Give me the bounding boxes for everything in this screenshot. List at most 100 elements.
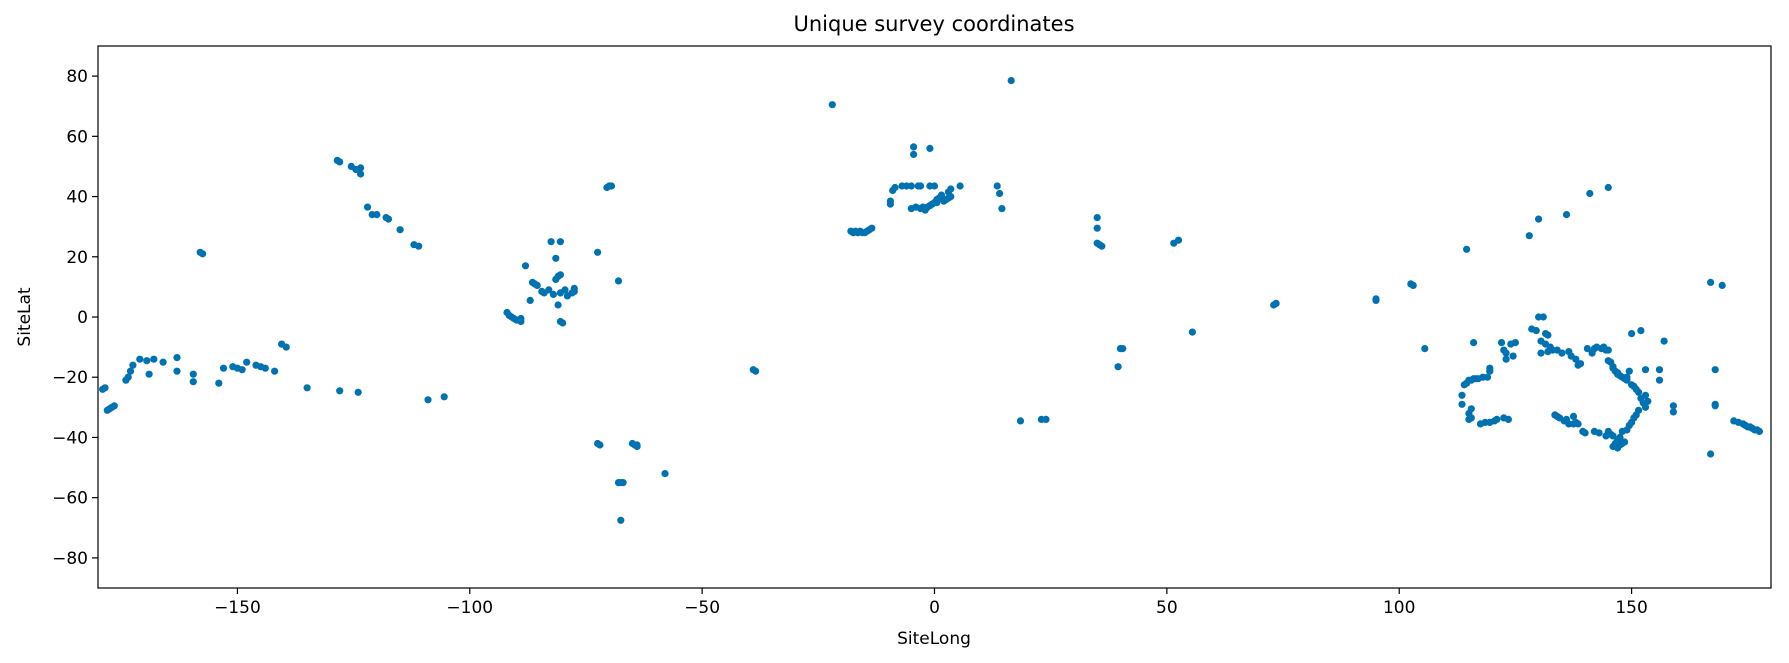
data-point [930, 182, 939, 190]
data-point [556, 271, 565, 279]
data-point [1569, 412, 1578, 420]
data-point [1558, 349, 1566, 357]
data-point [607, 182, 616, 190]
data-point [1635, 388, 1643, 396]
y-tick-label: 40 [66, 188, 88, 208]
data-point [1098, 242, 1106, 250]
data-point [828, 101, 836, 109]
data-point [1409, 281, 1417, 289]
data-point [173, 367, 181, 375]
data-point [619, 479, 627, 487]
data-point [1511, 339, 1519, 347]
data-point [547, 238, 555, 246]
data-point [199, 250, 207, 258]
y-tick-label: −20 [52, 368, 88, 388]
data-point [1372, 295, 1380, 303]
data-point [243, 358, 251, 366]
data-point [424, 396, 432, 404]
data-point [1532, 327, 1540, 335]
data-point [1016, 417, 1025, 425]
data-point [552, 254, 560, 262]
x-tick-label: 100 [1383, 598, 1415, 618]
data-point [1616, 433, 1624, 441]
data-point [159, 358, 167, 366]
data-point [1572, 355, 1580, 363]
data-point [1669, 408, 1677, 416]
data-point [886, 200, 895, 208]
data-point [440, 393, 448, 401]
data-point [1604, 183, 1612, 192]
data-point [533, 281, 541, 289]
data-point [570, 287, 578, 295]
data-point [173, 354, 181, 362]
y-tick-label: 80 [66, 67, 88, 87]
data-point [661, 470, 669, 478]
data-point [1609, 432, 1617, 440]
data-point [1707, 278, 1715, 286]
data-point [143, 357, 151, 365]
data-point [1641, 403, 1650, 411]
data-point [1604, 346, 1612, 354]
data-point [261, 364, 269, 372]
data-point [126, 367, 135, 375]
data-point [1635, 406, 1643, 414]
y-tick-label: −40 [52, 428, 88, 448]
data-point [1711, 366, 1719, 374]
data-point [1644, 397, 1652, 405]
data-point [1174, 236, 1183, 244]
data-point [415, 242, 423, 250]
data-point [336, 387, 344, 395]
data-point [238, 366, 246, 374]
data-point [1467, 405, 1475, 413]
data-point [937, 191, 946, 199]
data-point [124, 373, 132, 381]
data-point [1544, 331, 1552, 339]
data-point [917, 182, 925, 190]
data-point [594, 248, 602, 256]
data-point [614, 277, 623, 285]
data-point [1188, 328, 1196, 336]
x-tick-label: −50 [684, 598, 720, 618]
data-point [1509, 352, 1517, 360]
y-tick-label: 20 [66, 248, 88, 268]
data-point [219, 364, 228, 372]
x-tick-label: 150 [1615, 598, 1647, 618]
data-point [926, 144, 934, 152]
y-axis-label: SiteLat [15, 287, 35, 347]
data-point [129, 361, 137, 369]
data-point [303, 384, 311, 392]
data-point [1504, 415, 1512, 423]
data-point [363, 203, 372, 211]
data-point [1093, 224, 1101, 232]
data-point [1641, 366, 1650, 374]
data-point [1525, 232, 1533, 240]
data-point [336, 158, 344, 166]
data-point [1625, 367, 1633, 375]
data-point [215, 379, 223, 387]
data-point [633, 442, 641, 451]
data-point [189, 378, 197, 386]
data-point [1755, 427, 1763, 435]
data-point [1535, 215, 1543, 223]
x-axis-label: SiteLong [897, 629, 971, 649]
data-point [1502, 355, 1510, 363]
data-point [150, 355, 158, 363]
data-point [910, 143, 918, 151]
data-point [1502, 349, 1510, 357]
data-point [1467, 414, 1475, 422]
x-tick-label: −150 [214, 598, 261, 618]
data-point [907, 182, 915, 190]
data-point [1539, 313, 1547, 321]
data-point [561, 286, 569, 294]
data-point [357, 164, 365, 172]
data-point [993, 182, 1001, 190]
data-point [1486, 364, 1494, 372]
data-point [910, 150, 918, 158]
data-point [1574, 420, 1582, 428]
y-tick-label: −60 [52, 489, 88, 509]
data-point [1655, 376, 1664, 384]
data-point [1497, 339, 1506, 347]
x-tick-label: 0 [929, 598, 940, 618]
y-axis-ticks: −80 −60 −40 −20 0 20 40 60 80 [52, 67, 98, 569]
data-point [1114, 363, 1122, 371]
